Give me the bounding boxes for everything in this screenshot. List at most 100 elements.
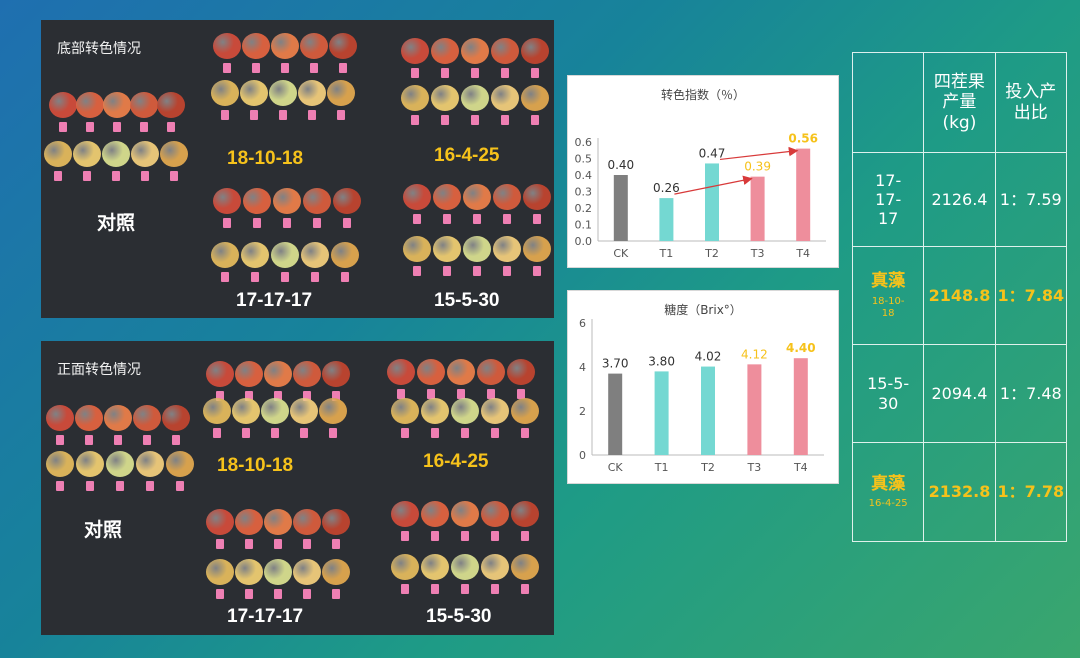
sample-tag — [56, 435, 64, 445]
sample-tag — [141, 171, 149, 181]
tomato — [421, 554, 449, 580]
sample-tag — [441, 115, 449, 125]
group-label-16-4-25: 16-4-25 — [423, 451, 489, 472]
tomato — [331, 242, 359, 268]
brand-name: 真藻 — [871, 271, 906, 292]
sample-tag — [216, 589, 224, 599]
tomato — [403, 236, 431, 262]
tomato — [493, 184, 521, 210]
sample-tag — [83, 171, 91, 181]
sample-tag — [176, 481, 184, 491]
y-tick-label: 4 — [579, 361, 586, 374]
tomato — [235, 559, 263, 585]
tomato — [431, 85, 459, 111]
data-label: 3.80 — [648, 354, 675, 368]
sample-tag — [521, 531, 529, 541]
sample-tag — [533, 214, 541, 224]
tomato — [431, 38, 459, 64]
tomato — [104, 405, 132, 431]
tomato — [264, 509, 292, 535]
header-cell — [853, 53, 925, 152]
sample-tag — [411, 68, 419, 78]
sample-tag — [411, 115, 419, 125]
tomato — [387, 359, 415, 385]
y-tick-label: 0.4 — [575, 169, 593, 182]
sample-tag — [245, 391, 253, 401]
tomato — [240, 80, 268, 106]
ratio-value: 1：7.78 — [997, 482, 1065, 502]
tomato — [106, 451, 134, 477]
tomato — [213, 188, 241, 214]
sample-tag — [503, 214, 511, 224]
group-label-control: 对照 — [84, 520, 123, 541]
yield-value: 2148.8 — [924, 247, 996, 344]
sample-tag — [457, 389, 465, 399]
tomato — [433, 236, 461, 262]
sample-tag — [401, 428, 409, 438]
group-label-control: 对照 — [97, 213, 136, 234]
fertilizer-name: 15-5-30 — [853, 345, 925, 442]
front-color-photo: 正面转色情况 对照 18-10-18 16-4-25 17-17-17 15-5… — [41, 341, 554, 635]
tomato — [451, 501, 479, 527]
tomato — [401, 85, 429, 111]
sample-tag — [461, 584, 469, 594]
x-tick-label: T2 — [700, 461, 715, 474]
tomato — [131, 141, 159, 167]
fertilizer-label: 15-5-30 — [867, 374, 910, 413]
tomato — [521, 38, 549, 64]
tomato — [166, 451, 194, 477]
color-index-chart: 转色指数（％） 0.0 0.1 0.2 0.3 0.4 0.5 0.6 0.40 CK 0.26 T… — [567, 75, 839, 268]
sample-tag — [311, 272, 319, 282]
fertilizer-name: 17-17-17 — [853, 153, 925, 246]
sample-tag — [271, 428, 279, 438]
data-label: 4.02 — [695, 350, 722, 364]
fertilizer-label: 17-17-17 — [875, 170, 902, 229]
table-row: 真藻 16-4-25 2132.8 1：7.78 — [853, 443, 1066, 541]
bar — [608, 373, 623, 455]
sample-tag — [473, 214, 481, 224]
sample-tag — [473, 266, 481, 276]
sample-tag — [303, 589, 311, 599]
tomato — [206, 509, 234, 535]
sample-tag — [281, 272, 289, 282]
sample-tag — [431, 584, 439, 594]
tomato — [391, 501, 419, 527]
tomato — [461, 38, 489, 64]
tomato — [157, 92, 185, 118]
tomato — [463, 184, 491, 210]
brix-plot: 0 2 4 6 3.70 CK 3.80 T1 4.02 T2 4.12 T3 4.40 T4 — [579, 317, 824, 474]
tomato — [241, 242, 269, 268]
tomato — [235, 361, 263, 387]
tomato — [235, 509, 263, 535]
tomato — [271, 242, 299, 268]
tomato — [391, 554, 419, 580]
group-label-18-10-18: 18-10-18 — [227, 148, 304, 169]
sample-tag — [503, 266, 511, 276]
tomato — [447, 359, 475, 385]
sample-tag — [332, 391, 340, 401]
sample-tag — [431, 428, 439, 438]
sample-tag — [223, 63, 231, 73]
sample-tag — [250, 110, 258, 120]
sample-tag — [491, 531, 499, 541]
sample-tag — [310, 63, 318, 73]
sample-tag — [487, 389, 495, 399]
sample-tag — [443, 266, 451, 276]
yield-table: 四茬果产量(kg) 投入产出比 17-17-17 2126.4 1：7.59 真… — [852, 52, 1067, 542]
x-tick-label: T4 — [793, 461, 808, 474]
tomato — [264, 559, 292, 585]
tomato — [511, 554, 539, 580]
tomato — [273, 188, 301, 214]
brand-name: 真藻 — [871, 473, 906, 494]
x-tick-label: T4 — [795, 247, 810, 260]
sample-tag — [274, 391, 282, 401]
x-tick-label: T3 — [747, 461, 762, 474]
tomato — [523, 236, 551, 262]
table-header-row: 四茬果产量(kg) 投入产出比 — [853, 53, 1066, 153]
y-tick-label: 0 — [579, 449, 586, 462]
sample-tag — [471, 115, 479, 125]
tomato — [463, 236, 491, 262]
ratio-value: 1：7.48 — [999, 383, 1062, 403]
sample-tag — [140, 122, 148, 132]
trend-arrow — [719, 146, 799, 161]
